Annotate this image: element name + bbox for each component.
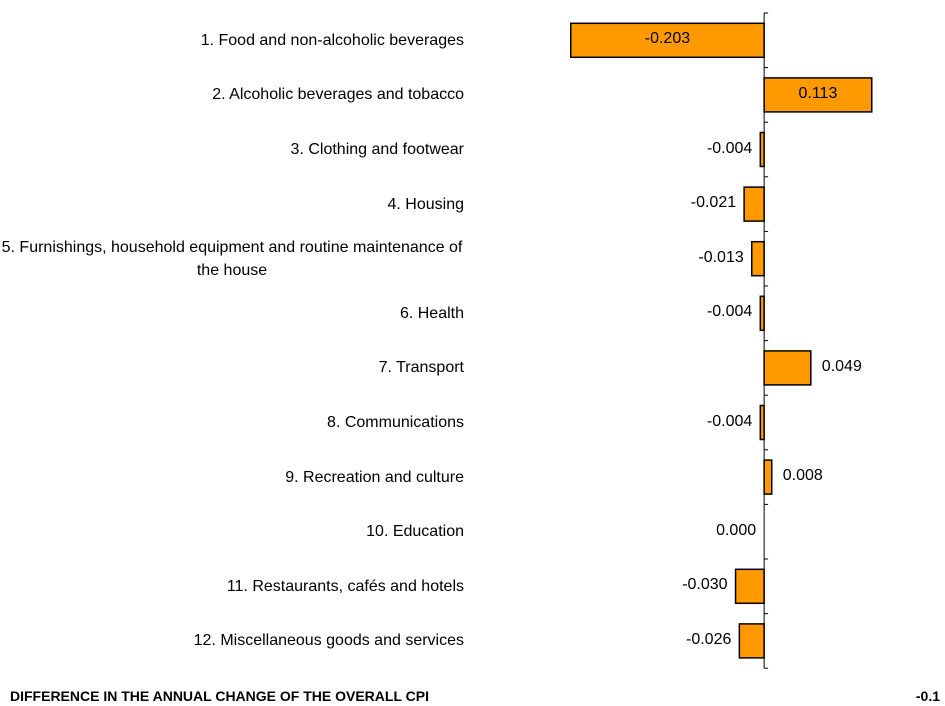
bar bbox=[738, 623, 765, 659]
category-text: 6. Health bbox=[399, 304, 464, 322]
bar bbox=[763, 350, 812, 386]
category-label: 1. Food and non-alcoholic beverages bbox=[0, 29, 464, 52]
category-text: 10. Education bbox=[366, 523, 464, 541]
bar bbox=[734, 568, 765, 605]
value-label: 0.049 bbox=[821, 357, 862, 375]
category-label: 5. Furnishings, household equipment and … bbox=[0, 236, 464, 282]
value-label: -0.030 bbox=[682, 576, 728, 594]
category-label: 4. Housing bbox=[0, 193, 465, 216]
category-label: 7. Transport bbox=[0, 356, 464, 379]
category-text: 11. Restaurants, cafés and hotels bbox=[226, 577, 464, 595]
category-text: 4. Housing bbox=[387, 195, 465, 213]
bar bbox=[763, 77, 873, 113]
category-text: 7. Transport bbox=[378, 359, 464, 377]
value-label: 0.008 bbox=[782, 467, 823, 485]
value-label: -0.004 bbox=[706, 303, 753, 321]
footer-value: -0.1 bbox=[915, 688, 940, 704]
footer-label: DIFFERENCE IN THE ANNUAL CHANGE OF THE O… bbox=[10, 688, 429, 704]
bar bbox=[759, 404, 765, 441]
bar bbox=[763, 459, 773, 495]
value-label: 0.000 bbox=[716, 521, 757, 539]
bar bbox=[743, 186, 765, 222]
category-text: 5. Furnishings, household equipment and … bbox=[1, 238, 463, 279]
category-text: 1. Food and non-alcoholic beverages bbox=[200, 31, 464, 49]
category-label: 12. Miscellaneous goods and services bbox=[0, 629, 464, 652]
bar bbox=[759, 131, 765, 168]
value-label: -0.203 bbox=[644, 30, 691, 48]
value-label: -0.026 bbox=[686, 630, 732, 648]
category-text: 12. Miscellaneous goods and services bbox=[193, 632, 464, 650]
category-text: 2. Alcoholic beverages and tobacco bbox=[212, 86, 464, 104]
value-label: 0.113 bbox=[798, 84, 838, 102]
category-text: 9. Recreation and culture bbox=[285, 468, 464, 486]
category-label: 2. Alcoholic beverages and tobacco bbox=[0, 83, 464, 106]
category-text: 3. Clothing and footwear bbox=[290, 141, 464, 158]
value-label: -0.021 bbox=[690, 194, 737, 212]
category-label: 10. Education bbox=[0, 520, 464, 543]
category-label: 11. Restaurants, cafés and hotels bbox=[0, 575, 464, 598]
category-label: 3. Clothing and footwear bbox=[0, 138, 464, 161]
bar bbox=[750, 240, 765, 277]
value-label: -0.013 bbox=[698, 248, 744, 266]
category-text: 8. Communications bbox=[327, 414, 464, 431]
bar bbox=[759, 295, 765, 332]
value-label: -0.004 bbox=[706, 139, 753, 157]
category-label: 6. Health bbox=[0, 302, 464, 325]
category-label: 9. Recreation and culture bbox=[0, 466, 464, 489]
category-label: 8. Communications bbox=[0, 411, 464, 434]
value-label: -0.004 bbox=[706, 412, 753, 430]
bar bbox=[570, 22, 765, 59]
